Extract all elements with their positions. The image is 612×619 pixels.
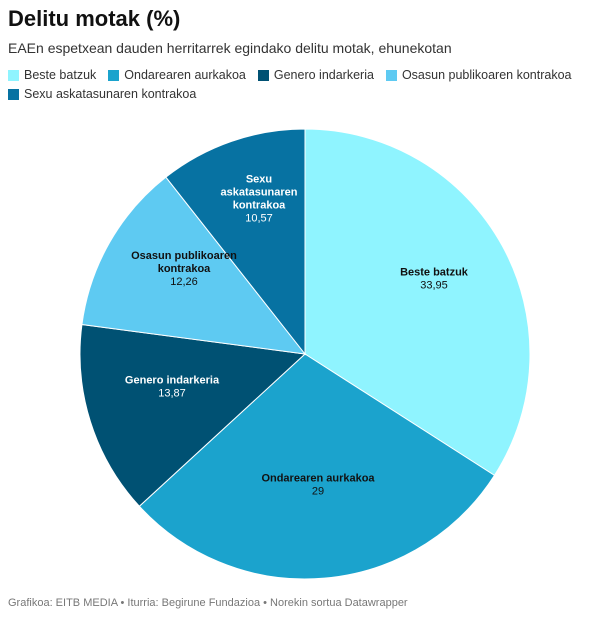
pie-slice [165,128,306,356]
legend-item: Beste batzuk [8,67,96,84]
slice-label: askatasunaren [220,187,297,199]
legend-swatch [8,70,19,81]
legend-label: Sexu askatasunaren kontrakoa [24,87,197,101]
slice-label: Osasun publikoaren [131,250,237,262]
pie-slice [138,353,496,580]
pie-slice [79,323,307,507]
slice-label: Beste batzuk [400,267,469,279]
slice-label: Genero indarkeria [125,375,220,387]
chart-subtitle: EAEn espetxean dauden herritarrek eginda… [8,40,452,56]
chart-title: Delitu motak (%) [8,6,181,31]
slice-value: 12,26 [170,276,198,288]
chart-footer: Grafikoa: EITB MEDIA • Iturria: Begirune… [8,597,408,609]
legend-label: Osasun publikoaren kontrakoa [401,68,572,82]
legend: Beste batzuk Ondarearen aurkakoa Genero in… [8,67,608,105]
slice-value: 13,87 [158,388,186,400]
slice-label: Ondarearen aurkakoa [261,473,375,485]
pie-slice [81,176,307,355]
slice-value: 33,95 [420,280,448,292]
slice-value: 10,57 [245,213,273,225]
legend-label: Beste batzuk [24,68,97,82]
legend-label: Genero indarkeria [273,68,374,82]
legend-item: Genero indarkeria [257,67,374,84]
legend-item: Osasun publikoaren kontrakoa [385,67,572,84]
slice-value: 29 [312,486,324,498]
legend-label: Ondarearen aurkakoa [124,68,246,82]
legend-swatch [257,70,269,81]
slice-label: kontrakoa [233,200,286,212]
slice-label: Sexu [246,174,272,186]
legend-item: Sexu askatasunaren kontrakoa [8,86,196,103]
pie-slice [304,128,531,477]
legend-swatch [108,70,120,81]
slice-label: kontrakoa [158,263,211,275]
legend-swatch [385,70,397,81]
legend-swatch [8,89,19,100]
legend-item: Ondarearen aurkakoa [108,67,246,84]
